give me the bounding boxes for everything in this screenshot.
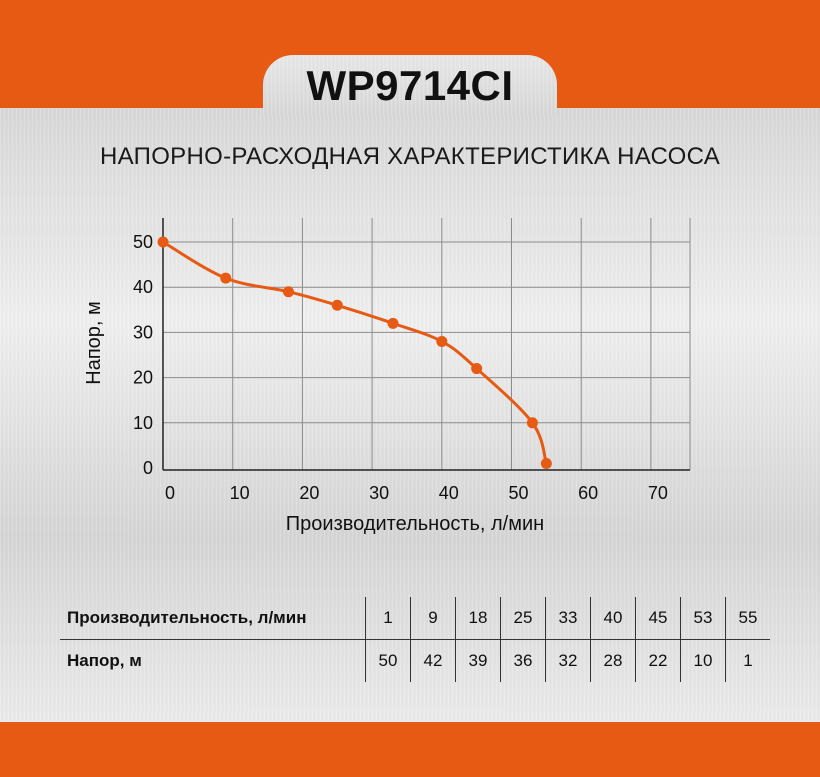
x-tick-label: 0	[165, 483, 175, 503]
x-tick-label: 10	[230, 483, 250, 503]
data-point	[220, 272, 232, 284]
model-title: WP9714CI	[306, 62, 514, 109]
x-tick-label: 20	[299, 483, 319, 503]
data-point	[282, 286, 294, 298]
y-tick-label: 50	[133, 232, 153, 252]
table-cell: 22	[635, 639, 681, 682]
table-cell: 40	[590, 597, 636, 640]
y-tick-label: 20	[133, 368, 153, 388]
x-tick-label: 70	[648, 483, 668, 503]
table-cell: 33	[545, 597, 591, 640]
table-row-head: Напор, м 50 42 39 36 32 28 22 10 1	[60, 639, 770, 682]
chart-axes	[162, 218, 690, 471]
chart-grid	[163, 218, 691, 470]
table-cell: 36	[500, 639, 546, 682]
table-cell: 1	[365, 597, 411, 640]
table-cell: 10	[680, 639, 726, 682]
table-cell: 28	[590, 639, 636, 682]
table-cell: 9	[410, 597, 456, 640]
x-tick-label: 40	[439, 483, 459, 503]
data-point	[436, 335, 448, 347]
data-point	[157, 236, 169, 248]
table-row-label: Производительность, л/мин	[60, 597, 366, 640]
x-tick-label: 60	[578, 483, 598, 503]
y-tick-label: 40	[133, 277, 153, 297]
data-table: Производительность, л/мин 1 9 18 25 33 4…	[60, 597, 770, 682]
y-tick-label: 10	[133, 413, 153, 433]
table-row-label: Напор, м	[67, 651, 142, 670]
x-tick-labels: 0 10 20 30 40 50 60 70	[165, 483, 668, 503]
bottom-accent-band	[0, 722, 820, 777]
y-tick-label: 0	[143, 458, 153, 478]
x-tick-label: 50	[508, 483, 528, 503]
table-cell: 39	[455, 639, 501, 682]
table-cell: 25	[500, 597, 546, 640]
data-point	[540, 457, 552, 469]
table-cell: 32	[545, 639, 591, 682]
data-points	[157, 236, 552, 469]
table-cell: 42	[410, 639, 456, 682]
data-point	[471, 363, 483, 375]
table-cell: 45	[635, 597, 681, 640]
table-cell: 50	[365, 639, 411, 682]
x-axis-label: Производительность, л/мин	[286, 513, 544, 535]
table-cell: 53	[680, 597, 726, 640]
data-point	[526, 417, 538, 429]
table-cell: 55	[725, 597, 770, 640]
x-tick-label: 30	[369, 483, 389, 503]
table-cell: 1	[725, 639, 770, 682]
y-tick-label: 30	[133, 322, 153, 342]
table-row-flow: Производительность, л/мин 1 9 18 25 33 4…	[60, 597, 770, 640]
data-point	[387, 317, 399, 329]
y-axis-label: Напор, м	[83, 301, 105, 385]
y-tick-labels: 0 10 20 30 40 50	[133, 232, 153, 478]
head-flow-curve	[162, 240, 548, 464]
chart-subtitle: НАПОРНО-РАСХОДНАЯ ХАРАКТЕРИСТИКА НАСОСА	[99, 143, 721, 170]
model-tab	[263, 55, 557, 115]
data-point	[331, 299, 343, 311]
table-cell: 18	[455, 597, 501, 640]
